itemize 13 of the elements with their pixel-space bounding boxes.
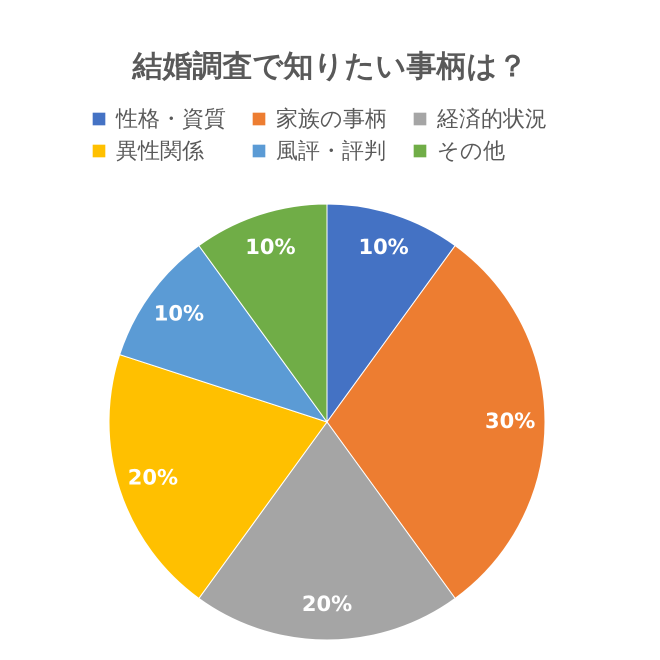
data-label: 30% <box>484 409 536 433</box>
data-label: 10% <box>245 234 296 259</box>
data-label: 10% <box>154 301 204 326</box>
data-label: 20% <box>128 466 178 490</box>
legend-label: 風評・評判 <box>276 139 386 164</box>
legend-label: 家族の事柄 <box>276 107 387 132</box>
chart-title: 結婚調査で知りたい事柄は？ <box>132 49 528 84</box>
legend-label: その他 <box>437 139 505 164</box>
data-label: 10% <box>358 234 409 259</box>
legend-label: 性格・資質 <box>115 107 226 132</box>
data-label: 20% <box>302 592 352 616</box>
legend-label: 異性関係 <box>116 139 204 164</box>
legend-label: 経済的状況 <box>436 107 547 132</box>
